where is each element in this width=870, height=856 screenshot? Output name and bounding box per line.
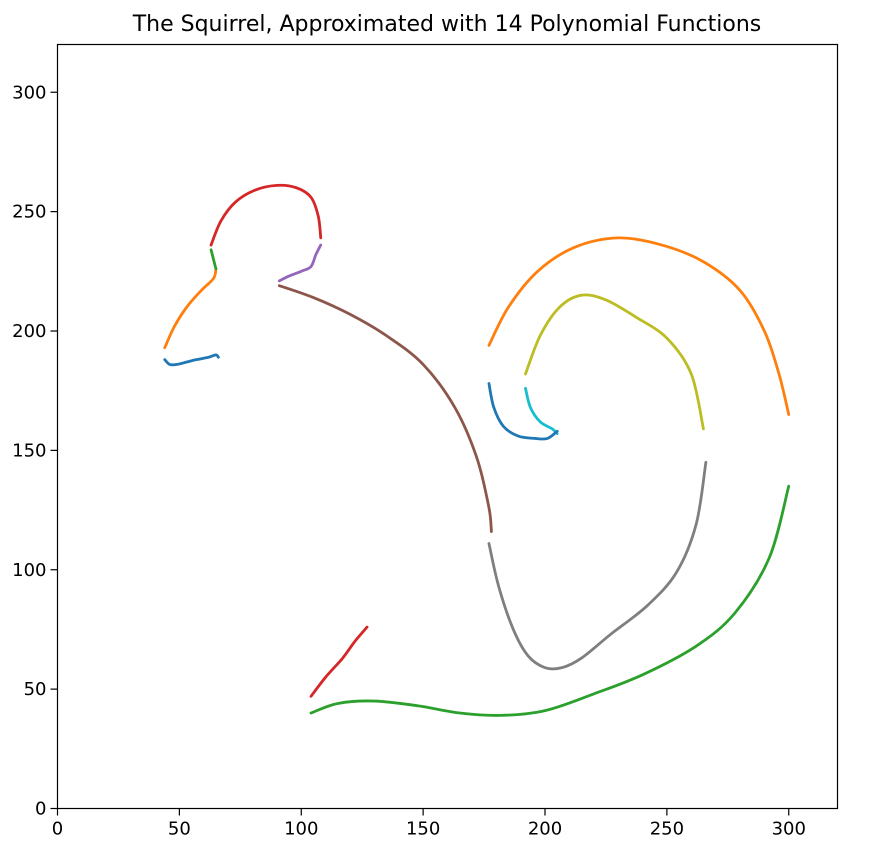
x-tick-label-150: 150 — [406, 819, 440, 840]
curves — [163, 183, 791, 717]
y-tick-label-300: 300 — [12, 82, 46, 103]
polynomial-curve-11 — [487, 236, 791, 416]
y-tick-label-100: 100 — [12, 560, 46, 581]
y-tick-label-250: 250 — [12, 202, 46, 223]
polynomial-curve-9 — [524, 386, 559, 436]
polynomial-curve-13 — [309, 625, 369, 698]
polynomial-curve-4 — [209, 183, 323, 247]
x-tick-label-50: 50 — [168, 819, 191, 840]
x-tick-label-250: 250 — [650, 819, 684, 840]
y-axis: 0 50 100 150 200 250 300 — [12, 82, 58, 820]
x-tick-label-100: 100 — [284, 819, 318, 840]
polynomial-curve-1 — [163, 353, 220, 367]
polynomial-curve-12 — [309, 484, 791, 717]
y-tick-label-150: 150 — [12, 440, 46, 461]
y-tick-label-200: 200 — [12, 321, 46, 342]
polynomial-curve-8 — [524, 293, 705, 431]
polynomial-curve-2 — [163, 267, 218, 350]
polynomial-curve-5 — [277, 243, 323, 283]
chart-title: The Squirrel, Approximated with 14 Polyn… — [132, 12, 762, 37]
y-tick-label-50: 50 — [24, 679, 47, 700]
x-tick-label-0: 0 — [52, 819, 63, 840]
polynomial-curve-7 — [487, 460, 708, 671]
x-tick-label-300: 300 — [772, 819, 806, 840]
y-tick-label-0: 0 — [35, 799, 46, 820]
polynomial-curve-10 — [487, 382, 559, 441]
polynomial-curve-3 — [209, 248, 218, 271]
polynomial-curve-6 — [277, 284, 493, 533]
x-axis: 0 50 100 150 200 250 300 — [52, 808, 806, 840]
plot-frame — [56, 43, 839, 810]
x-tick-label-200: 200 — [528, 819, 562, 840]
